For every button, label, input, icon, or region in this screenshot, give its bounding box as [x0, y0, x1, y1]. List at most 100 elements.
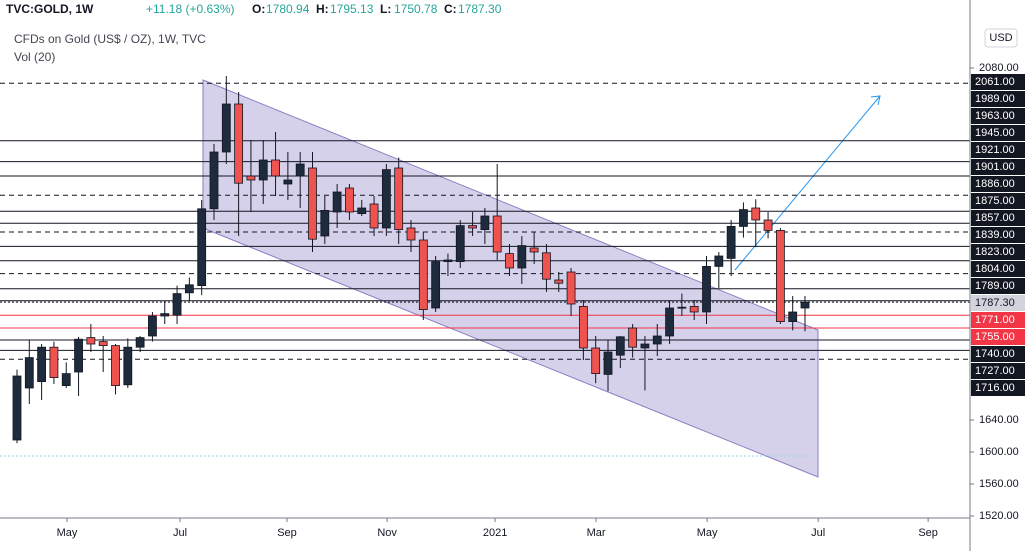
ohlc-value: 1787.30: [458, 2, 502, 16]
price-level-badge: [971, 108, 1025, 124]
currency[interactable]: USD: [989, 32, 1012, 44]
candle-body: [431, 261, 441, 309]
candle-body: [665, 307, 674, 337]
currency-button[interactable]: [984, 28, 1018, 48]
candle-body: [739, 209, 748, 227]
candle-body: [394, 167, 404, 230]
candle-body: [148, 315, 157, 337]
price-level-label: 1875.00: [975, 195, 1015, 207]
candle-body: [726, 225, 736, 259]
candle-body: [800, 301, 810, 309]
candle-body: [788, 311, 798, 323]
candle-body: [542, 252, 551, 280]
price-level-label: 1804.00: [975, 263, 1015, 275]
parallel-channel: [202, 79, 819, 478]
candle-body: [221, 103, 231, 153]
x-tick-label: Mar: [587, 527, 606, 539]
candle-body: [234, 103, 244, 184]
price-level-label: 1727.00: [975, 365, 1015, 377]
price-level-label: 1901.00: [975, 161, 1015, 173]
price-level-label: 1921.00: [975, 144, 1015, 156]
y-tick-label: 1640.00: [979, 414, 1019, 426]
candle-body: [172, 293, 182, 316]
candle-body: [702, 265, 711, 313]
candle-body: [111, 345, 120, 387]
candle-body: [714, 255, 724, 267]
candle-body: [443, 259, 453, 262]
price-level-label: 1771.00: [975, 314, 1015, 326]
price-level-label: 1963.00: [975, 110, 1015, 122]
price-level-label: 1787.30: [975, 297, 1015, 309]
price-level-label: 1857.00: [975, 212, 1015, 224]
candle-body: [652, 335, 662, 345]
candle-body: [369, 203, 379, 229]
price-level-badge: [971, 329, 1025, 345]
candle-body: [591, 347, 601, 375]
price-level-badge: [971, 142, 1025, 158]
ohlc-key: H:: [316, 2, 329, 16]
candle-body: [74, 338, 83, 373]
candle-body: [86, 337, 96, 345]
candle-body: [12, 375, 22, 441]
candle-body: [628, 327, 638, 348]
y-tick-label: 1600.00: [979, 446, 1019, 458]
price-level-badge: [971, 210, 1025, 226]
ohlc-value: 1780.94: [266, 2, 310, 16]
candle-body: [554, 279, 564, 284]
candle-body: [160, 313, 170, 317]
price-level-label: 1755.00: [975, 331, 1015, 343]
candle-body: [295, 163, 305, 177]
y-tick-label: 1520.00: [979, 510, 1019, 522]
x-tick-label: Sep: [918, 527, 938, 539]
candle-body: [640, 343, 650, 349]
candle-body: [418, 239, 428, 310]
candle-body: [578, 305, 588, 349]
candle-body: [775, 229, 785, 322]
candle-body: [406, 227, 416, 241]
candle-body: [209, 151, 219, 210]
price-level-badge: [971, 227, 1025, 243]
candle-body: [258, 159, 268, 181]
change: +11.18 (+0.63%): [146, 2, 235, 16]
price-level-badge: [971, 363, 1025, 379]
price-level-label: 1886.00: [975, 178, 1015, 190]
volume-label: Vol (20): [14, 50, 55, 64]
ohlc-key: L:: [380, 2, 391, 16]
price-level-badge: [971, 278, 1025, 294]
price-level-badge: [971, 295, 1025, 311]
y-tick-label: 2080.00: [979, 62, 1019, 74]
price-level-label: 1789.00: [975, 280, 1015, 292]
price-level-badge: [971, 312, 1025, 328]
candle-body: [37, 346, 47, 383]
price-level-label: 2061.00: [975, 76, 1015, 88]
candle-body: [332, 191, 342, 213]
candle-body: [197, 208, 207, 287]
candle-body: [492, 215, 502, 253]
x-tick-label: 2021: [483, 527, 507, 539]
ohlc-value: 1750.78: [394, 2, 438, 16]
candle-body: [49, 346, 59, 379]
ohlc-key: C:: [444, 2, 457, 16]
candle-body: [615, 336, 625, 356]
price-level-badge: [971, 159, 1025, 175]
x-tick-label: Jul: [173, 527, 187, 539]
price-level-badge: [971, 91, 1025, 107]
price-level-badge: [971, 193, 1025, 209]
ohlc-key: O:: [252, 2, 265, 16]
time-axis-panel: [0, 518, 970, 551]
chart-title: CFDs on Gold (US$ / OZ), 1W, TVC: [14, 32, 206, 46]
symbol: TVC:GOLD, 1W: [6, 2, 94, 16]
price-level-label: 1823.00: [975, 246, 1015, 258]
candle-body: [345, 187, 354, 213]
price-level-badge: [971, 244, 1025, 260]
price-level-badge: [971, 176, 1025, 192]
candle-body: [135, 337, 145, 348]
x-tick-label: Nov: [377, 527, 397, 539]
candle-body: [61, 373, 71, 387]
price-level-label: 1989.00: [975, 93, 1015, 105]
price-level-label: 1740.00: [975, 348, 1015, 360]
price-level-badge: [971, 125, 1025, 141]
candle-body: [320, 209, 330, 237]
candle-body: [123, 346, 133, 386]
